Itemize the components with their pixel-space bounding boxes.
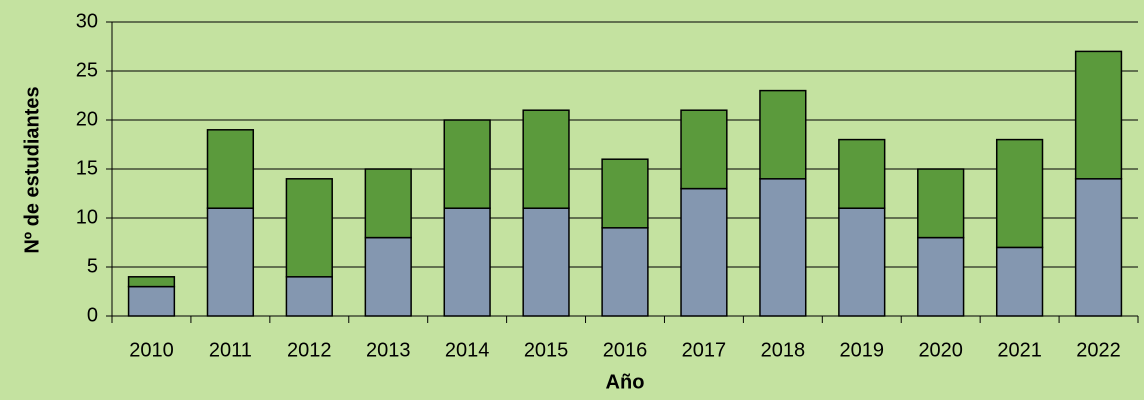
x-tick-label: 2014	[445, 339, 490, 361]
x-tick-label: 2010	[129, 339, 174, 361]
y-tick-label: 15	[76, 157, 98, 179]
bar-segment	[127, 276, 176, 288]
bar-segment	[443, 119, 491, 209]
x-tick-label: 2016	[603, 339, 648, 361]
bar-segment	[995, 138, 1044, 249]
x-tick-label: 2019	[840, 339, 885, 361]
x-tick-label: 2011	[209, 339, 252, 361]
y-tick-label: 20	[76, 108, 98, 130]
bar-segment	[522, 207, 570, 317]
bar-segment	[364, 236, 412, 317]
bar-segment	[522, 109, 570, 209]
bar-segment	[206, 207, 255, 317]
bar-segment	[1074, 178, 1123, 317]
bar-segment	[601, 227, 649, 317]
x-tick-label: 2012	[287, 339, 332, 361]
bar-segment	[838, 207, 886, 317]
bar-segment	[680, 109, 728, 190]
x-tick-label: 2013	[366, 339, 411, 361]
bar-segment	[917, 236, 965, 317]
bar-segment	[680, 187, 728, 317]
y-tick-label: 5	[87, 255, 98, 277]
bar-segment	[285, 178, 333, 278]
bar-segment	[127, 285, 176, 317]
x-tick-label: 2018	[761, 339, 806, 361]
bar-segment	[364, 168, 412, 239]
x-tick-label: 2020	[918, 339, 963, 361]
bar-segment	[917, 168, 965, 239]
x-tick-label: 2021	[997, 339, 1042, 361]
bar-segment	[601, 158, 649, 229]
x-tick-label: 2017	[682, 339, 727, 361]
bar-segment	[759, 178, 807, 317]
bar-segment	[838, 138, 886, 209]
x-tick-label: 2015	[524, 339, 569, 361]
y-tick-label: 0	[87, 304, 98, 326]
y-tick-label: 30	[76, 10, 98, 32]
bar-segment	[443, 207, 491, 317]
y-axis-title: Nº de estudiantes	[21, 86, 43, 253]
bar-segment	[206, 129, 255, 209]
bar-segment	[995, 246, 1044, 317]
bar-segment	[1074, 50, 1123, 180]
y-tick-label: 25	[76, 59, 98, 81]
x-axis-title: Año	[606, 371, 645, 393]
bar-segment	[759, 89, 807, 180]
y-tick-label: 10	[76, 206, 98, 228]
x-tick-label: 2022	[1076, 339, 1121, 361]
bar-segment	[285, 276, 333, 317]
